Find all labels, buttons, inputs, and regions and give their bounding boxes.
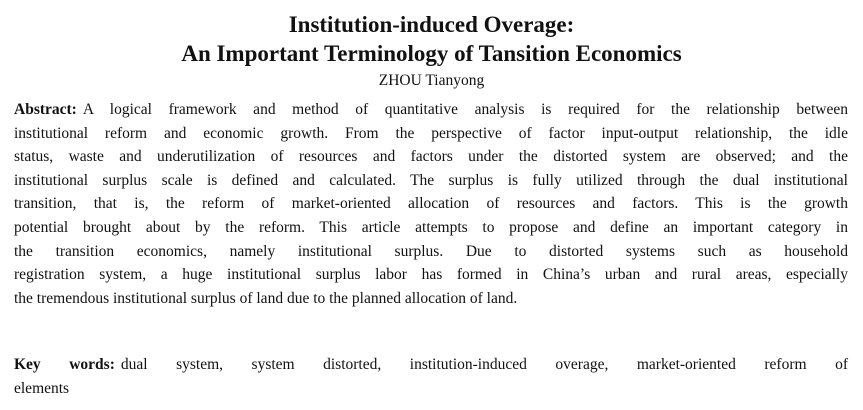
abstract-line: transition, that is, the reform of marke… [14,192,848,216]
keywords-line: elements [14,377,848,401]
abstract-text: the transition economics, namely institu… [14,242,848,260]
abstract-line: institutional reform and economic growth… [14,122,848,146]
keywords: Key words: dual system, system distorted,… [14,353,848,400]
abstract-text: transition, that is, the reform of marke… [14,195,848,213]
abstract-line: Abstract: A logical framework and method … [14,98,848,122]
abstract-line: institutional surplus scale is defined a… [14,169,848,193]
author: ZHOU Tianyong [378,72,485,89]
abstract-line: the tremendous institutional surplus of … [14,287,848,311]
abstract-text: institutional surplus scale is defined a… [14,171,848,189]
abstract: Abstract: A logical framework and method … [14,98,848,310]
abstract-line: the transition economics, namely institu… [14,240,848,264]
abstract-text: institutional reform and economic growth… [14,124,848,142]
keywords-text: elements [14,379,70,397]
abstract-text: the tremendous institutional surplus of … [14,289,518,307]
abstract-text: A logical framework and method of quanti… [82,101,848,118]
abstract-label: Abstract: [14,101,77,118]
abstract-text: potential brought about by the reform. T… [14,218,848,236]
keywords-label: Key words: [14,356,115,373]
abstract-text: status, waste and underutilization of re… [14,148,848,166]
abstract-line: registration system, a huge institutiona… [14,263,848,287]
abstract-line: potential brought about by the reform. T… [14,216,848,240]
keywords-line: Key words: dual system, system distorted,… [14,353,848,377]
abstract-text: registration system, a huge institutiona… [14,266,848,284]
keywords-text: dual system, system distorted, instituti… [120,356,848,373]
abstract-line: status, waste and underutilization of re… [14,145,848,169]
title-line: An Important Terminology of Tansition Ec… [181,41,682,66]
title-line: Institution-induced Overage: [288,12,575,37]
